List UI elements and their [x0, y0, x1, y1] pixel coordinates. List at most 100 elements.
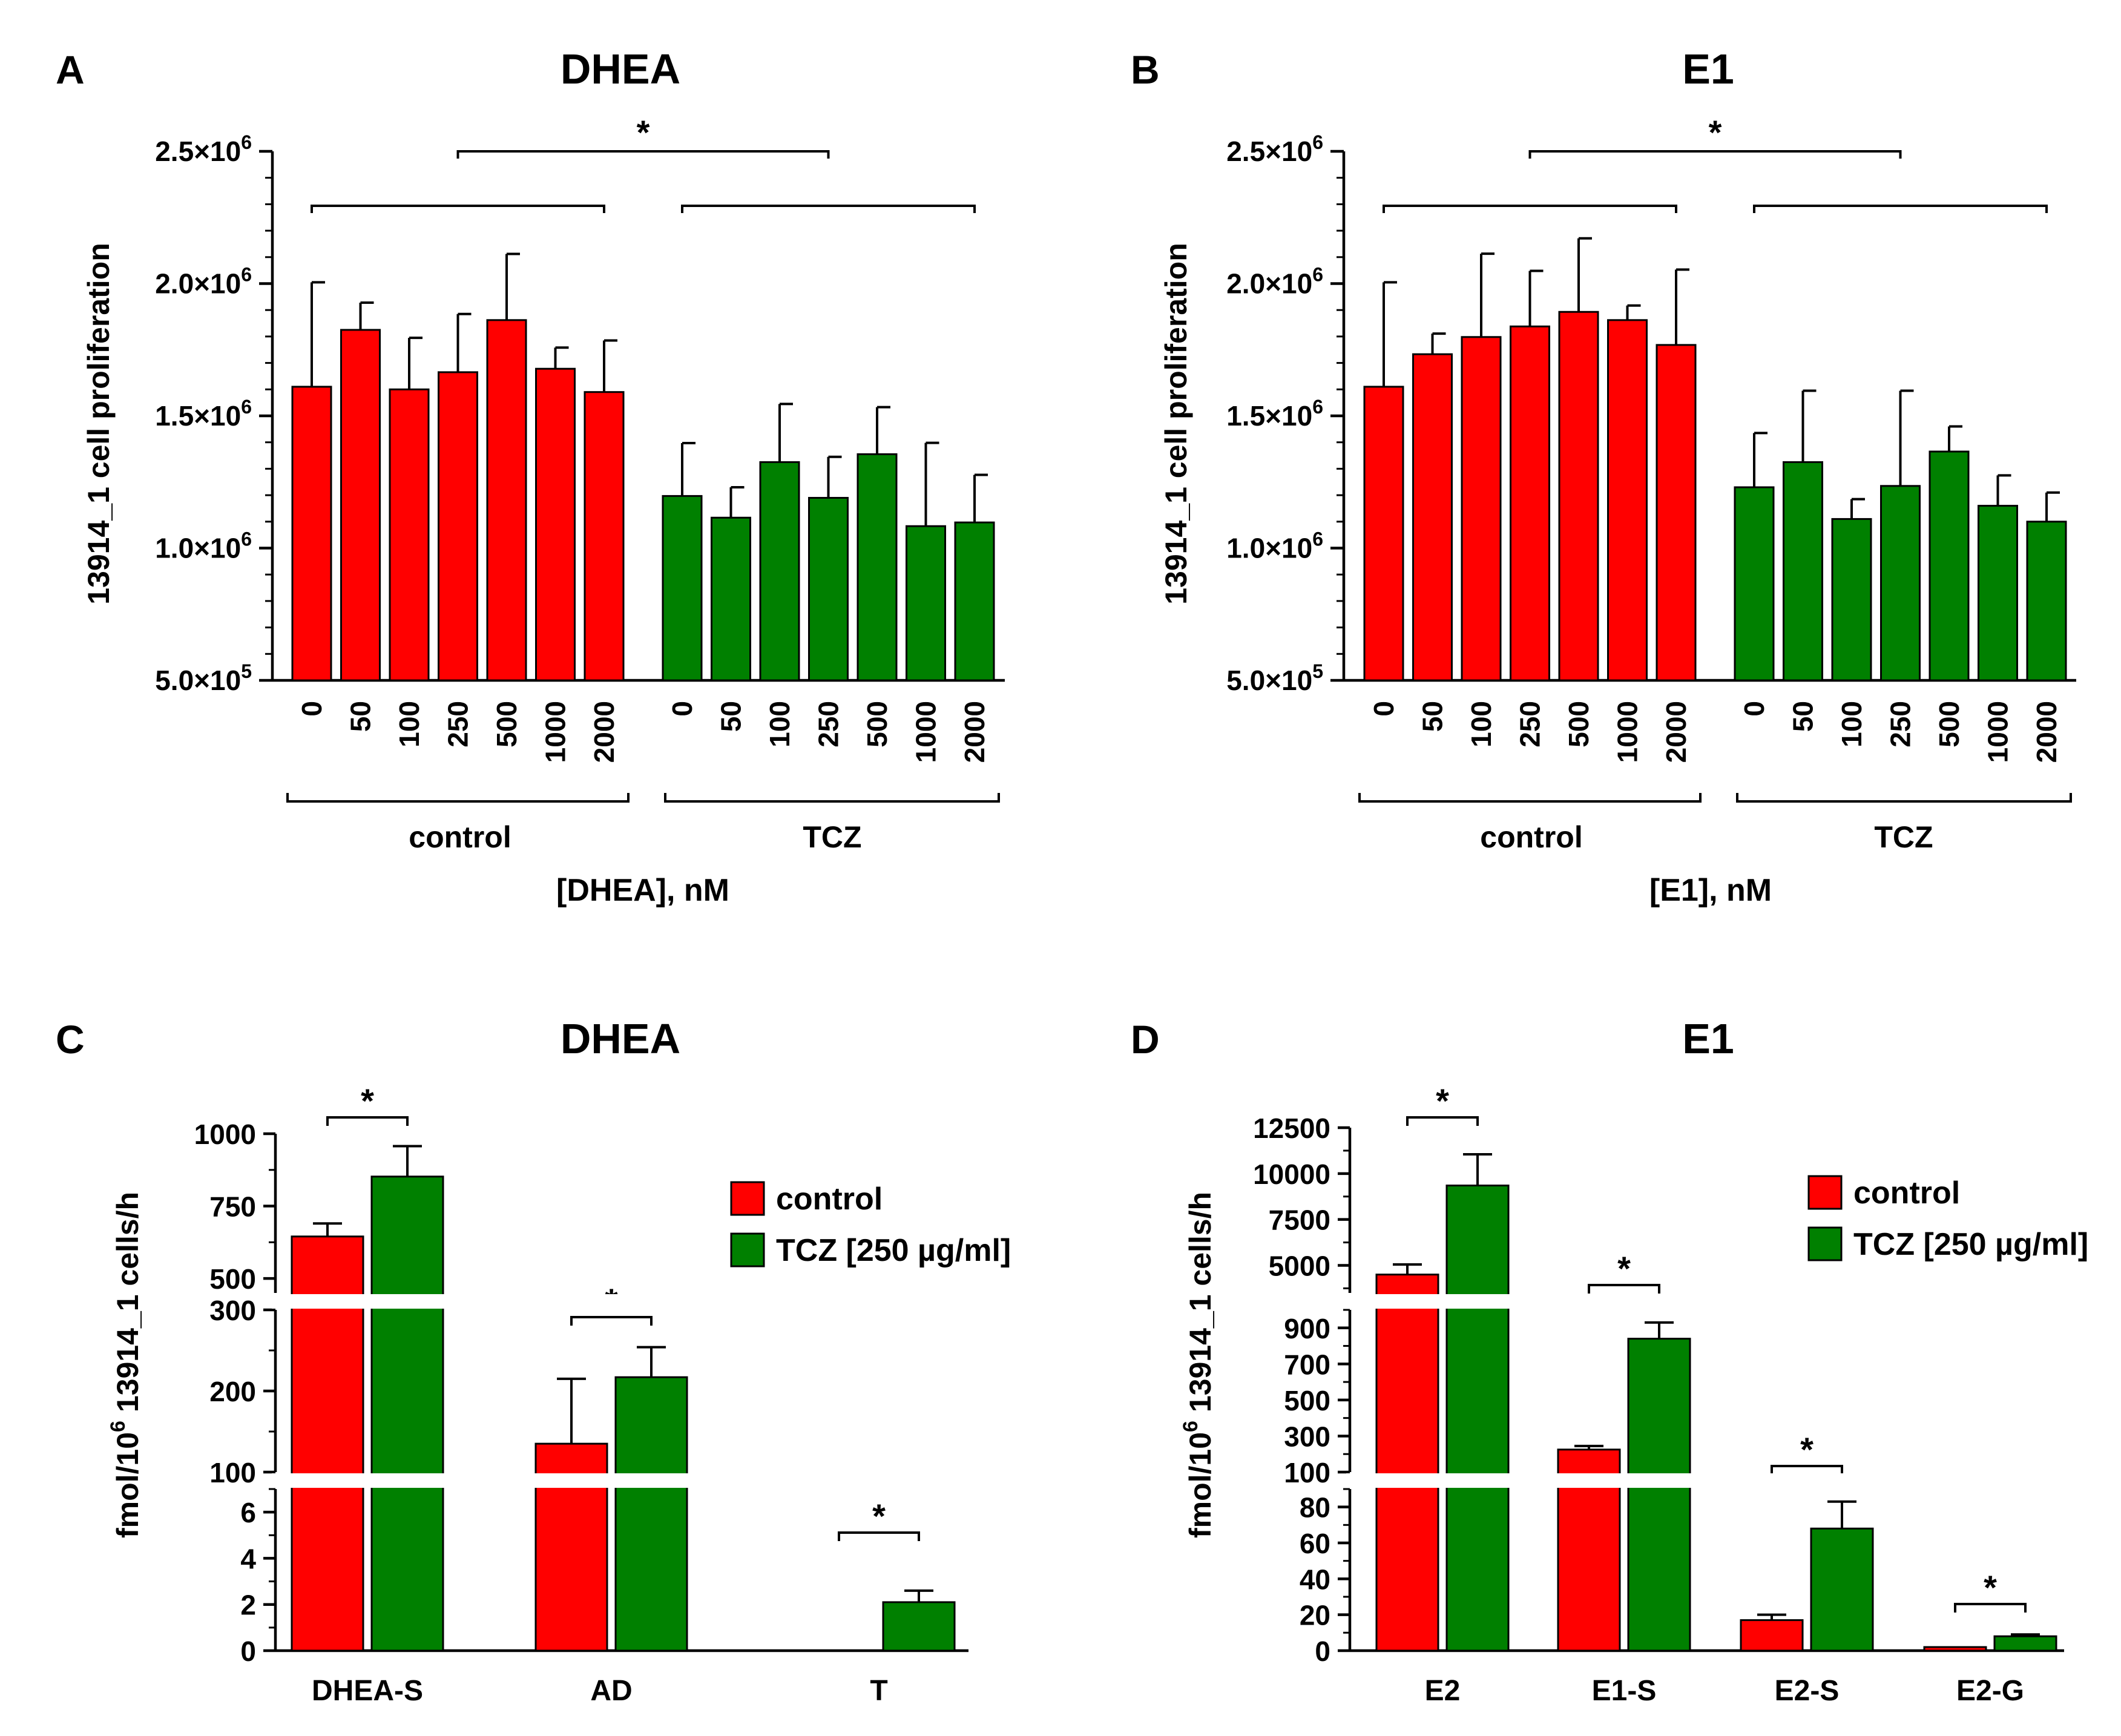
title-b: E1: [1682, 45, 1734, 93]
bar-control: [1656, 344, 1697, 682]
significance-star: *: [1984, 1568, 1997, 1606]
error-bar: [359, 301, 374, 330]
axis-break-gap: [272, 1294, 965, 1309]
y-tick-label: 60: [1300, 1528, 1330, 1559]
y-tick-label: 500: [209, 1263, 256, 1295]
x-tick-label: 2000: [588, 701, 620, 763]
significance-bracket: [1771, 1465, 1843, 1475]
bar-control: [1607, 319, 1648, 682]
x-tick-label: 250: [813, 701, 844, 748]
y-tick-label: 700: [1284, 1349, 1330, 1380]
xlabel-b: [E1], nM: [1649, 873, 1772, 908]
bar-tcz: [882, 1601, 956, 1652]
x-tick-label: 0: [296, 701, 327, 717]
group-label-b-tcz: TCZ: [1874, 820, 1933, 854]
y-tick-label: 5000: [1269, 1251, 1330, 1282]
x-tick-label: E1-S: [1592, 1675, 1657, 1707]
error-bar: [1480, 252, 1495, 337]
legend-d-swatch-tcz: [1807, 1226, 1843, 1261]
y-tick-label: 12500: [1253, 1113, 1330, 1144]
y-tick-label: 1000: [194, 1119, 256, 1150]
significance-bracket-tcz: [1753, 205, 2048, 213]
significance-bracket-tcz: [681, 205, 976, 213]
y-tick-label: 100: [1284, 1457, 1330, 1488]
y-tick-label: 10000: [1253, 1159, 1330, 1190]
x-tick-label: 2000: [1660, 701, 1692, 763]
x-tick-label: 100: [764, 701, 795, 748]
error-bar: [456, 312, 472, 372]
y-tick-label: 1.0×106: [1226, 528, 1323, 564]
significance-bracket-overall: [456, 150, 830, 159]
bar-control: [340, 329, 381, 682]
x-tick-label: 500: [1933, 701, 1965, 748]
bar-control: [1510, 325, 1550, 682]
y-tick-label: 1.0×106: [155, 528, 252, 564]
group-bracket: [286, 793, 630, 803]
y-tick-label: 5.0×105: [1226, 660, 1323, 696]
error-bar: [554, 346, 569, 369]
x-tick-label: AD: [590, 1675, 632, 1707]
significance-bracket: [1588, 1284, 1660, 1294]
bar-control: [486, 319, 527, 682]
error-bar: [729, 485, 745, 518]
error-bar: [408, 337, 423, 390]
bar-tcz: [906, 525, 946, 682]
group-bracket: [1358, 793, 1702, 803]
y-tick-label: 0: [240, 1636, 256, 1667]
x-tick-label: E2-G: [1956, 1675, 2024, 1707]
error-bar: [904, 1589, 933, 1602]
error-bar: [1431, 332, 1446, 355]
chart-b: 5.0×105 1.0×106 1.5×106 2.0×106 2.5×106 0 50 10…: [1226, 113, 2076, 803]
legend-d-swatch-control: [1807, 1175, 1843, 1210]
error-bar: [1948, 425, 1962, 452]
x-tick-label: 100: [1465, 701, 1497, 748]
error-bar: [1899, 389, 1914, 486]
error-bar: [393, 1145, 422, 1177]
y-tick-label: 2.5×106: [155, 131, 252, 167]
panel-letter-c: C: [56, 1017, 85, 1062]
error-bar: [2011, 1633, 2040, 1637]
bar-tcz: [1993, 1635, 2057, 1652]
ylabel-a: 13914_1 cell proliferation: [82, 243, 116, 605]
x-tick-label: 50: [345, 701, 377, 732]
x-tick-label: 100: [393, 701, 425, 748]
x-tick-label: 500: [861, 701, 893, 748]
legend-d-label-tcz: TCZ [250 µg/ml]: [1853, 1227, 2088, 1262]
y-tick-label: 80: [1300, 1492, 1330, 1524]
x-tick-label: 500: [1563, 701, 1594, 748]
bar-control: [1923, 1646, 1987, 1652]
y-tick-label: 300: [1284, 1421, 1330, 1452]
x-tick-label: E2-S: [1775, 1675, 1840, 1707]
title-a: DHEA: [561, 45, 680, 93]
bar-tcz: [711, 516, 751, 682]
legend-c-label-tcz: TCZ [250 µg/ml]: [776, 1233, 1011, 1268]
y-tick-label: 4: [240, 1543, 256, 1574]
bar-tcz: [808, 496, 849, 682]
bar-tcz: [614, 1376, 688, 1652]
bar-control: [1363, 386, 1404, 682]
bar-tcz: [2026, 521, 2067, 682]
bar-control: [584, 391, 625, 682]
error-bar: [1463, 1152, 1492, 1186]
ylabel-d-exp: 6: [1179, 1421, 1202, 1432]
x-tick-label: 250: [1514, 701, 1546, 748]
bar-control: [389, 388, 430, 682]
group-bracket: [664, 793, 1000, 803]
panel-letter-b: B: [1131, 47, 1160, 92]
legend-c-swatch-tcz: [730, 1232, 765, 1267]
x-tick-label: T: [870, 1675, 887, 1707]
bar-control: [1412, 353, 1453, 682]
significance-bracket: [570, 1316, 653, 1326]
y-tick-label: 2.5×106: [1226, 131, 1323, 167]
bar-tcz: [1929, 450, 1970, 682]
x-tick-label: 50: [715, 701, 747, 732]
legend-d: control TCZ [250 µg/ml]: [1807, 1175, 2088, 1262]
error-bar: [1757, 1613, 1786, 1620]
ylabel-c-exp: 6: [107, 1421, 130, 1432]
xlabel-a: [DHEA], nM: [556, 873, 729, 908]
error-bar: [1996, 474, 2011, 506]
error-bar: [2045, 491, 2060, 522]
error-bar: [924, 441, 939, 527]
chart-d: 0 20 40 60 80 100 300 500 700 900 5000 7500 10000 125…: [1253, 1082, 2064, 1707]
